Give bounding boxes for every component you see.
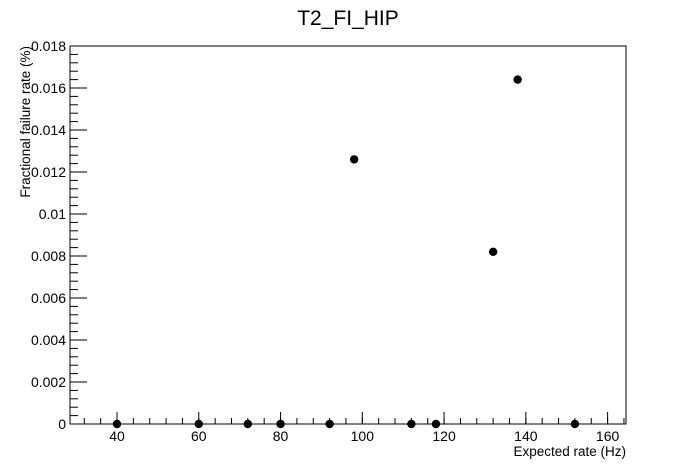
chart-title: T2_FI_HIP: [297, 7, 399, 30]
x-tick-labels: 40 60 80 100 120 140 160: [109, 428, 619, 444]
data-point: [513, 75, 522, 84]
data-point: [488, 247, 498, 256]
y-tick-label: 0.018: [31, 38, 66, 54]
data-point: [407, 419, 416, 429]
data-point: [349, 155, 359, 164]
x-tick-label: 120: [432, 428, 456, 444]
data-point: [112, 419, 122, 429]
y-tick-label: 0.01: [39, 206, 66, 222]
y-tick-label: 0.014: [31, 122, 66, 138]
data-points: [112, 75, 580, 429]
y-axis-title: Fractional failure rate (%): [18, 46, 33, 198]
y-tick-label: 0.006: [31, 290, 66, 306]
y-tick-label: 0.012: [31, 164, 66, 180]
y-tick-label: 0.002: [31, 374, 66, 390]
x-tick-label: 80: [273, 428, 289, 444]
y-tick-label: 0.008: [31, 248, 66, 264]
plot-frame: [69, 45, 627, 425]
data-point: [243, 419, 253, 429]
x-tick-label: 160: [596, 428, 620, 444]
data-point: [194, 419, 203, 429]
y-tick-labels: 0 0.002 0.004 0.006 0.008 0.01 0.012 0.014 0.016…: [31, 38, 66, 432]
x-tick-label: 40: [109, 428, 125, 444]
data-point: [325, 419, 334, 429]
axis-ticks: [70, 45, 625, 425]
y-tick-label: 0.004: [31, 332, 66, 348]
data-point: [570, 419, 580, 429]
y-tick-label: 0: [58, 416, 66, 432]
x-tick-label: 60: [191, 428, 207, 444]
x-tick-label: 140: [514, 428, 538, 444]
x-tick-label: 100: [351, 428, 375, 444]
x-axis-title: Expected rate (Hz): [513, 444, 626, 459]
data-point: [276, 419, 285, 429]
data-point: [431, 419, 441, 429]
y-tick-label: 0.016: [31, 80, 66, 96]
